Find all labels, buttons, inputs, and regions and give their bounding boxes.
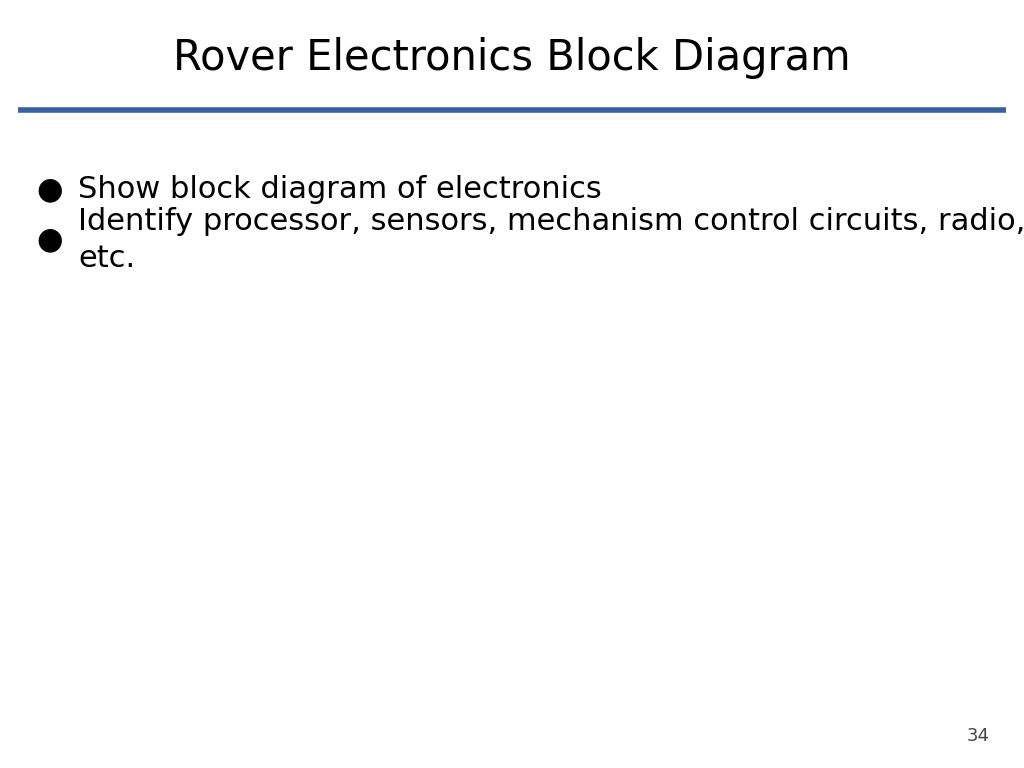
Text: 34: 34 bbox=[967, 727, 990, 745]
Text: Show block diagram of electronics: Show block diagram of electronics bbox=[78, 176, 602, 204]
Text: Identify processor, sensors, mechanism control circuits, radio,
etc.: Identify processor, sensors, mechanism c… bbox=[78, 207, 1024, 273]
Text: ●: ● bbox=[37, 226, 63, 254]
Text: ●: ● bbox=[37, 176, 63, 204]
Text: Rover Electronics Block Diagram: Rover Electronics Block Diagram bbox=[173, 37, 851, 79]
